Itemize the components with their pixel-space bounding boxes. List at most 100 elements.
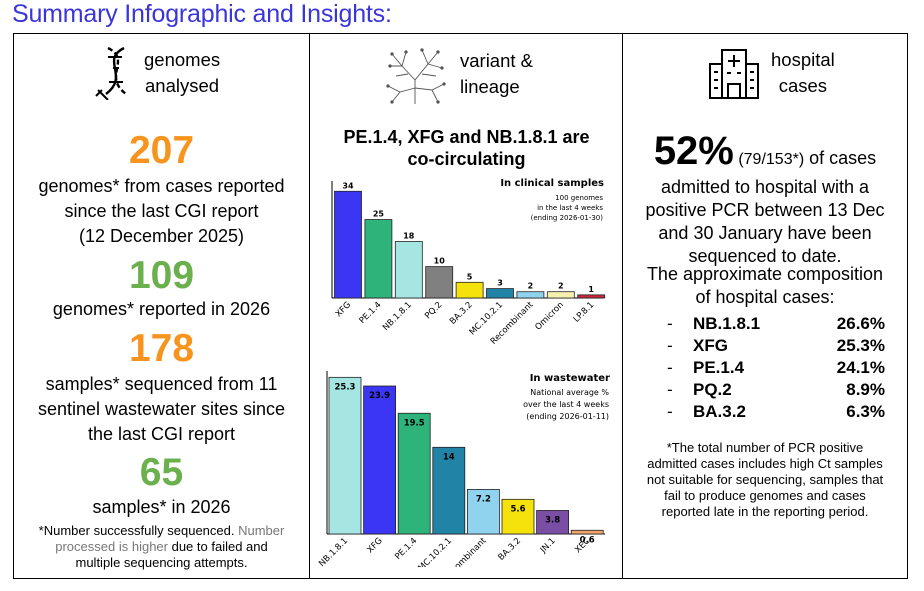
- wastewater-bar: [363, 385, 396, 535]
- composition-lineage: PQ.2: [693, 380, 732, 399]
- clinical-bar: [546, 291, 575, 299]
- wastewater-value-label: 19.5: [404, 418, 425, 428]
- composition-dash: -: [667, 358, 673, 377]
- clinical-bar: [364, 219, 393, 299]
- composition-dash: -: [667, 336, 673, 355]
- clinical-bar: [334, 190, 362, 299]
- wastewater-subtitle: National average %: [530, 388, 609, 397]
- genomes-2026-value: 109: [128, 254, 195, 297]
- hospital-footnote-line3: not suitable for sequencing, samples tha…: [646, 472, 884, 487]
- wastewater-chart: 25.3 NB.1.8.1 23.9 XFG 19.5 PE.1.4 14 MC.10.2.1…: [317, 371, 610, 567]
- footnote-part-a: *Number successfully sequenced.: [38, 523, 235, 538]
- wastewater-samples-value: 178: [128, 327, 195, 370]
- composition-row: - PE.1.4 24.1%: [623, 358, 907, 380]
- samples-2026-value: 65: [139, 451, 184, 494]
- hospital-text2: positive PCR between 13 Dec: [645, 200, 885, 220]
- wastewater-value-label: 25.3: [335, 382, 356, 392]
- wastewater-value-label: 5.6: [510, 504, 525, 514]
- wastewater-subtitle: (ending 2026-01-11): [526, 412, 609, 421]
- clinical-value-label: 1: [588, 285, 594, 294]
- clinical-category-label: PQ.2: [423, 300, 444, 321]
- wastewater-value-label: 14: [443, 452, 455, 462]
- variant-headline-line1: PE.1.4, XFG and NB.1.8.1 are: [343, 127, 590, 147]
- composition-dash: -: [667, 380, 673, 399]
- genomes-header-line1: genomes: [144, 49, 221, 70]
- composition-dash: -: [667, 402, 673, 421]
- wastewater-bar: [466, 489, 500, 535]
- infographic-frame: genomes analysed 207 genomes* from cases…: [13, 33, 908, 579]
- clinical-bar: [577, 294, 606, 299]
- hospital-icon: [708, 48, 760, 105]
- genomes-footnote-line3: multiple sequencing attempts.: [75, 555, 248, 570]
- clinical-category-label: NB.1.8.1: [381, 300, 414, 333]
- wastewater-bar: [432, 446, 466, 535]
- composition-row: - NB.1.8.1 26.6%: [623, 314, 907, 336]
- footnote-part-c: processed is higher: [55, 539, 168, 554]
- hospital-footnote: *The total number of PCR positive admitt…: [623, 440, 907, 520]
- hospital-percentage-line: 52% (79/153*) of cases: [623, 129, 907, 174]
- clinical-value-label: 34: [342, 181, 354, 190]
- hospital-text4: sequenced to date.: [688, 246, 842, 266]
- clinical-bar: [425, 266, 454, 299]
- composition-value: 24.1%: [836, 358, 885, 377]
- clinical-category-label: XFG: [334, 300, 353, 319]
- composition-lineage: BA.3.2: [693, 402, 746, 421]
- hospital-text0: of cases: [804, 148, 877, 168]
- hospital-header-line1: hospital: [771, 49, 835, 70]
- wastewater-bar: [501, 498, 535, 535]
- hospital-ratio: (79/153*): [733, 151, 805, 168]
- dna-icon: [94, 44, 138, 105]
- variant-headline-line2: co-circulating: [407, 149, 526, 169]
- variant-headline: PE.1.4, XFG and NB.1.8.1 are co-circulat…: [310, 126, 623, 170]
- clinical-category-label: BA.3.2: [448, 300, 475, 327]
- hospital-footnote-line1: *The total number of PCR positive: [666, 440, 864, 455]
- genomes-footnote-line1: *Number successfully sequenced. Number: [14, 523, 309, 539]
- wastewater-category-label: PE.1.4: [393, 536, 419, 562]
- wastewater-category-label: BA.3.2: [496, 536, 523, 563]
- page-title: Summary Infographic and Insights:: [12, 0, 392, 28]
- wastewater-samples-text2: sentinel wastewater sites since: [37, 399, 286, 419]
- clinical-subtitle: 100 genomes: [555, 194, 603, 202]
- clinical-bar: [394, 241, 423, 299]
- clinical-value-label: 18: [403, 232, 415, 241]
- hospital-text6: of hospital cases:: [695, 287, 835, 307]
- hospital-footnote-line5: reported late in the reporting period.: [661, 504, 869, 519]
- hospital-footnote-line4: fail to produce genomes and cases: [664, 488, 866, 503]
- hospital-panel: hospital cases 52% (79/153*) of cases ad…: [623, 34, 907, 578]
- wastewater-samples-text3: the last CGI report: [87, 424, 236, 444]
- composition-row: - XFG 25.3%: [623, 336, 907, 358]
- hospital-text3: and 30 January have been: [658, 223, 872, 243]
- wastewater-category-label: MC.10.2.1: [416, 536, 453, 567]
- composition-value: 26.6%: [836, 314, 885, 333]
- genomes-since-report-text1: genomes* from cases reported: [38, 176, 285, 196]
- genomes-since-report-text2: since the last CGI report: [64, 201, 259, 221]
- genomes-panel: genomes analysed 207 genomes* from cases…: [14, 34, 310, 578]
- hospital-text5: The approximate composition: [646, 264, 884, 284]
- genomes-since-report-value: 207: [128, 129, 195, 172]
- wastewater-value-label: 3.8: [545, 515, 560, 525]
- clinical-bar: [486, 288, 514, 299]
- clinical-value-label: 2: [528, 282, 534, 291]
- clinical-category-label: PE.1.4: [358, 300, 384, 326]
- clinical-subtitle: in the last 4 weeks: [537, 204, 603, 212]
- wastewater-subtitle: over the last 4 weeks: [523, 400, 609, 409]
- variant-panel: variant & lineage PE.1.4, XFG and NB.1.8…: [310, 34, 623, 578]
- composition-dash: -: [667, 314, 673, 333]
- clinical-subtitle: (ending 2026-01-30): [531, 214, 604, 222]
- footnote-part-d: due to failed and: [167, 539, 268, 554]
- clinical-category-label: LP.8.1: [572, 300, 597, 325]
- genomes-since-report-text3: (12 December 2025): [78, 226, 245, 246]
- wastewater-value-label: 23.9: [369, 391, 390, 401]
- composition-lineage: NB.1.8.1: [693, 314, 761, 333]
- hospital-header: hospital cases: [771, 47, 835, 99]
- genomes-header-line2: analysed: [145, 75, 220, 96]
- composition-row: - PQ.2 8.9%: [623, 380, 907, 402]
- wastewater-value-label: 0.6: [580, 535, 595, 545]
- genomes-2026-text: genomes* reported in 2026: [52, 299, 271, 319]
- wastewater-category-label: XFG: [365, 536, 384, 555]
- composition-value: 8.9%: [846, 380, 885, 399]
- hospital-footnote-line2: admitted cases includes high Ct samples: [647, 456, 883, 471]
- footnote-part-b: Number: [234, 523, 285, 538]
- variant-header-line1: variant &: [460, 50, 534, 71]
- clinical-value-label: 10: [434, 257, 446, 266]
